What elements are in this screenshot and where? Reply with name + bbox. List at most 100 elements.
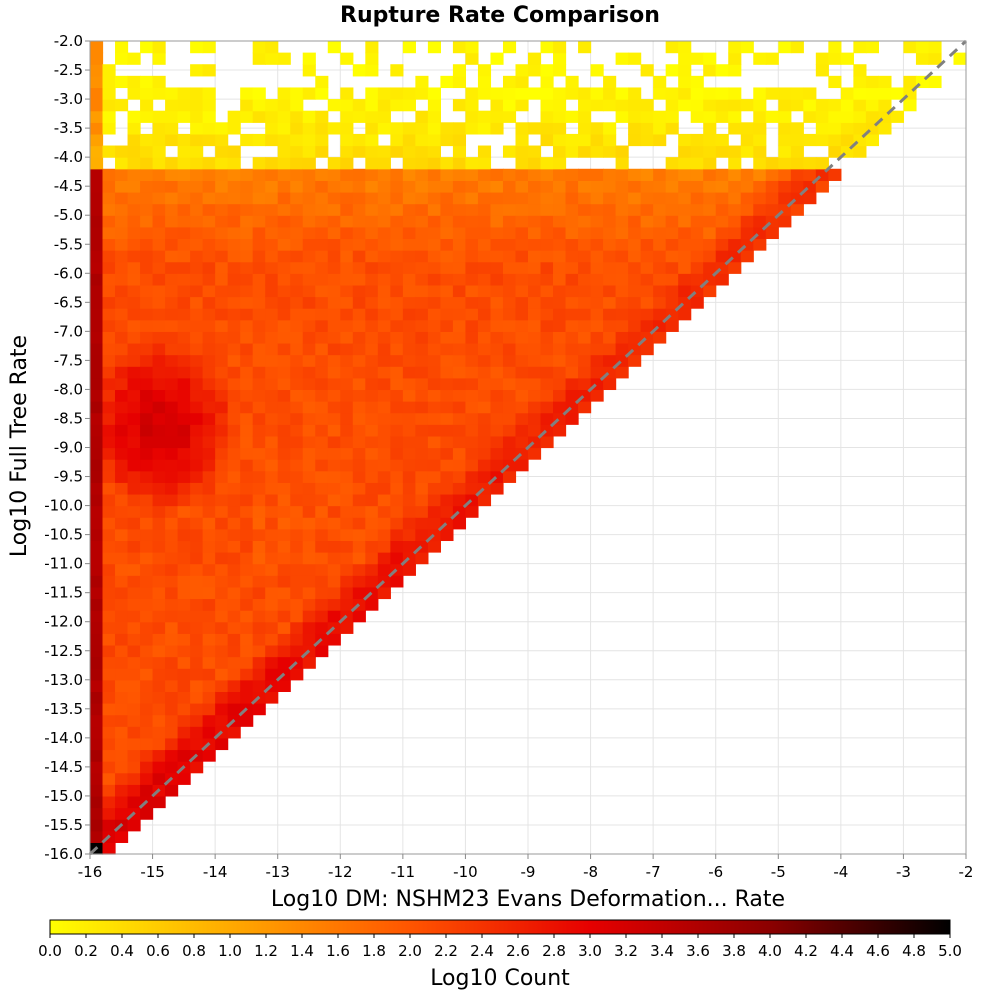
heatmap-cell (465, 203, 479, 216)
heatmap-cell (365, 389, 379, 402)
heatmap-cell (190, 366, 204, 379)
heatmap-cell (765, 52, 779, 65)
heatmap-cell (240, 215, 254, 228)
heatmap-cell (240, 668, 254, 681)
heatmap-cell (115, 412, 129, 425)
heatmap-cell (352, 110, 366, 123)
heatmap-cell (540, 412, 554, 425)
heatmap-cell (177, 749, 191, 762)
heatmap-cell (603, 308, 617, 321)
heatmap-cell (265, 377, 279, 391)
heatmap-cell (315, 122, 329, 135)
heatmap-cell (140, 714, 154, 727)
heatmap-cell (290, 586, 304, 600)
heatmap-cell (502, 99, 517, 112)
heatmap-cell (590, 261, 604, 274)
heatmap-cell (340, 435, 354, 449)
heatmap-cell (90, 52, 104, 65)
heatmap-cell (427, 482, 441, 495)
heatmap-cell (227, 528, 241, 542)
heatmap-cell (327, 122, 341, 135)
heatmap-cell (465, 122, 479, 135)
heatmap-cell (653, 191, 667, 205)
heatmap-cell (115, 319, 129, 332)
heatmap-cell (678, 250, 692, 263)
heatmap-cell (165, 749, 179, 762)
heatmap-cell (327, 540, 341, 553)
heatmap-cell (165, 703, 179, 716)
heatmap-cell (152, 331, 166, 344)
heatmap-cell (653, 308, 667, 321)
heatmap-cell (352, 552, 366, 565)
heatmap-cell (803, 168, 817, 181)
heatmap-cell (352, 191, 366, 205)
heatmap-cell (690, 87, 704, 100)
heatmap-cell (240, 610, 254, 623)
heatmap-cell (390, 435, 404, 449)
heatmap-cell (402, 133, 416, 147)
heatmap-cell (402, 447, 416, 460)
heatmap-cell (653, 133, 667, 147)
heatmap-cell (365, 482, 379, 495)
heatmap-cell (202, 435, 216, 449)
heatmap-cell (252, 459, 266, 472)
heatmap-cell (202, 226, 216, 240)
heatmap-cell (190, 110, 204, 123)
heatmap-cell (190, 215, 204, 228)
heatmap-cell (340, 261, 354, 274)
heatmap-cell (152, 795, 166, 809)
heatmap-cell (327, 459, 341, 472)
heatmap-cell (427, 122, 441, 135)
heatmap-cell (252, 52, 266, 65)
heatmap-cell (227, 598, 241, 611)
heatmap-cell (490, 87, 504, 100)
heatmap-cell (315, 401, 329, 414)
y-tick-label: -6.5 (54, 293, 83, 311)
heatmap-cell (252, 87, 266, 100)
heatmap-cell (177, 459, 191, 472)
heatmap-cell (90, 505, 104, 518)
heatmap-cell (290, 191, 304, 205)
heatmap-cell (277, 482, 291, 495)
heatmap-cell (603, 319, 617, 332)
heatmap-cell (240, 656, 254, 669)
heatmap-cell (127, 308, 141, 321)
heatmap-cell (365, 366, 379, 379)
heatmap-cell (140, 470, 154, 483)
heatmap-cell (390, 366, 404, 379)
heatmap-cell (815, 133, 829, 147)
heatmap-cell (90, 203, 104, 216)
heatmap-cell (240, 644, 254, 658)
heatmap-cell (265, 505, 279, 518)
heatmap-cell (252, 41, 266, 54)
heatmap-cell (202, 377, 216, 391)
heatmap-cell (753, 203, 767, 216)
heatmap-cell (315, 238, 329, 251)
heatmap-cell (277, 633, 291, 646)
heatmap-cell (528, 226, 542, 240)
heatmap-cell (177, 540, 191, 553)
heatmap-cell (565, 250, 579, 263)
heatmap-cell (202, 459, 216, 472)
heatmap-cell (352, 586, 366, 600)
heatmap-cell (140, 761, 154, 774)
heatmap-cell (452, 215, 467, 228)
heatmap-cell (565, 261, 579, 274)
heatmap-cell (127, 644, 141, 658)
heatmap-cell (465, 226, 479, 240)
heatmap-cell (190, 284, 204, 298)
y-tick-label: -5.0 (54, 206, 83, 224)
heatmap-cell (703, 64, 717, 77)
heatmap-cell (390, 424, 404, 437)
y-tick-label: -4.0 (54, 148, 83, 166)
heatmap-cell (190, 737, 204, 751)
heatmap-cell (615, 308, 629, 321)
y-tick-label: -5.5 (54, 235, 83, 253)
heatmap-cell (778, 168, 792, 181)
heatmap-cell (240, 168, 254, 181)
heatmap-cell (377, 87, 391, 100)
heatmap-cell (215, 331, 229, 344)
heatmap-cell (502, 366, 517, 379)
heatmap-cell (465, 482, 479, 495)
heatmap-cell (477, 308, 492, 321)
